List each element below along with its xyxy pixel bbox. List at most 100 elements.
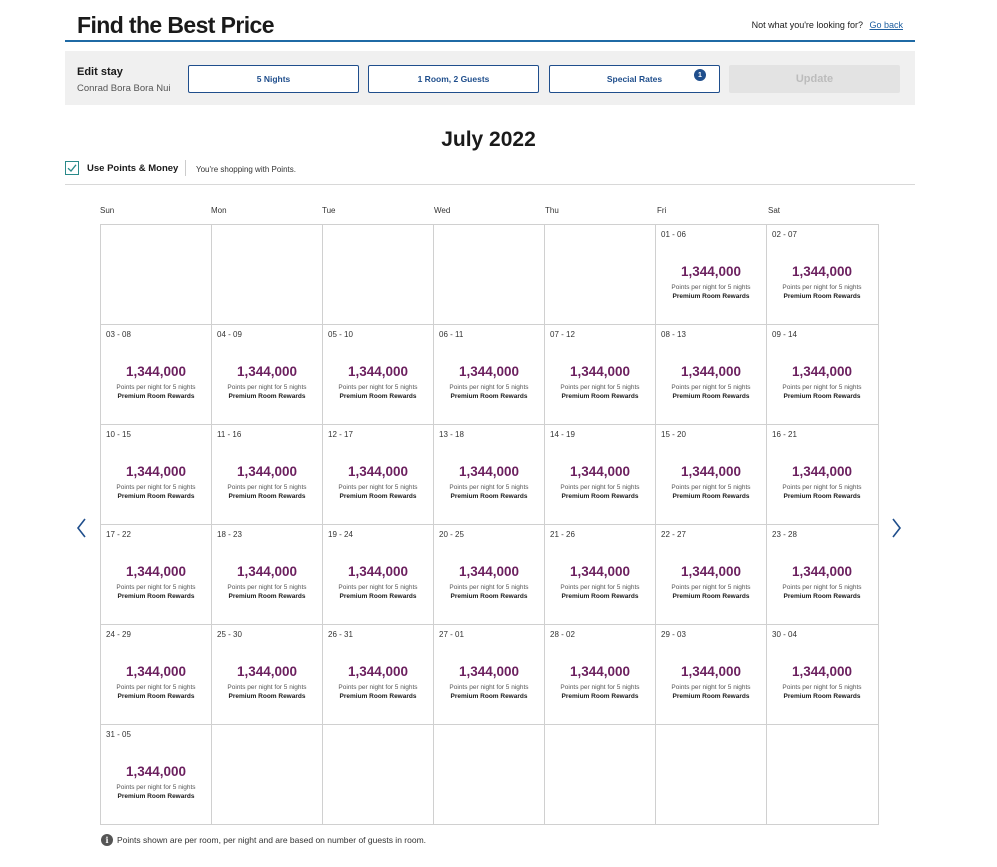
calendar-day-cell[interactable]: 01 - 06 1,344,000 Points per night for 5 n…	[656, 225, 767, 325]
calendar-day-cell[interactable]: 13 - 18 1,344,000 Points per night for 5 n…	[434, 425, 545, 525]
cell-date-range: 11 - 16	[217, 430, 242, 439]
calendar-day-cell[interactable]: 07 - 12 1,344,000 Points per night for 5 n…	[545, 325, 656, 425]
next-month-button[interactable]	[888, 517, 904, 539]
use-points-checkbox[interactable]	[65, 161, 79, 175]
nights-button[interactable]: 5 Nights	[188, 65, 359, 93]
cell-date-range: 07 - 12	[550, 330, 575, 339]
calendar-empty-cell	[101, 225, 212, 325]
cell-points-price: 1,344,000	[458, 564, 520, 579]
cell-points-price: 1,344,000	[458, 364, 520, 379]
calendar-day-cell[interactable]: 17 - 22 1,344,000 Points per night for 5 n…	[101, 525, 212, 625]
calendar-day-cell[interactable]: 29 - 03 1,344,000 Points per night for 5 n…	[656, 625, 767, 725]
cell-points-subtitle: Points per night for 5 nights	[671, 484, 751, 491]
calendar-day-cell[interactable]: 08 - 13 1,344,000 Points per night for 5 n…	[656, 325, 767, 425]
cell-date-range: 17 - 22	[106, 530, 131, 539]
cell-date-range: 22 - 27	[661, 530, 686, 539]
calendar-empty-cell	[767, 725, 879, 825]
calendar-day-cell[interactable]: 10 - 15 1,344,000 Points per night for 5 n…	[101, 425, 212, 525]
cell-date-range: 02 - 07	[772, 230, 797, 239]
cell-points-price: 1,344,000	[680, 664, 742, 679]
cell-points-subtitle: Points per night for 5 nights	[338, 384, 418, 391]
calendar-day-cell[interactable]: 25 - 30 1,344,000 Points per night for 5 n…	[212, 625, 323, 725]
cell-rate-name: Premium Room Rewards	[783, 293, 861, 300]
prev-month-button[interactable]	[74, 517, 90, 539]
calendar-day-cell[interactable]: 06 - 11 1,344,000 Points per night for 5 n…	[434, 325, 545, 425]
calendar-day-cell[interactable]: 18 - 23 1,344,000 Points per night for 5 n…	[212, 525, 323, 625]
cell-points-price: 1,344,000	[125, 664, 187, 679]
calendar-day-cell[interactable]: 23 - 28 1,344,000 Points per night for 5 n…	[767, 525, 879, 625]
weekday-thu: Thu	[545, 206, 559, 215]
calendar-day-cell[interactable]: 24 - 29 1,344,000 Points per night for 5 n…	[101, 625, 212, 725]
cell-points-subtitle: Points per night for 5 nights	[116, 384, 196, 391]
cell-points-subtitle: Points per night for 5 nights	[227, 584, 307, 591]
cell-points-subtitle: Points per night for 5 nights	[227, 484, 307, 491]
cell-points-subtitle: Points per night for 5 nights	[338, 684, 418, 691]
cell-rate-name: Premium Room Rewards	[672, 493, 750, 500]
calendar-day-cell[interactable]: 03 - 08 1,344,000 Points per night for 5 n…	[101, 325, 212, 425]
calendar-day-cell[interactable]: 09 - 14 1,344,000 Points per night for 5 n…	[767, 325, 879, 425]
cell-date-range: 10 - 15	[106, 430, 131, 439]
calendar-empty-cell	[434, 225, 545, 325]
page-header: Find the Best Price Not what you're look…	[65, 8, 915, 42]
cell-points-subtitle: Points per night for 5 nights	[449, 484, 529, 491]
calendar-day-cell[interactable]: 14 - 19 1,344,000 Points per night for 5 n…	[545, 425, 656, 525]
calendar-day-cell[interactable]: 16 - 21 1,344,000 Points per night for 5 n…	[767, 425, 879, 525]
special-rates-button[interactable]: Special Rates 1	[549, 65, 720, 93]
calendar-day-cell[interactable]: 26 - 31 1,344,000 Points per night for 5 n…	[323, 625, 434, 725]
calendar-day-cell[interactable]: 02 - 07 1,344,000 Points per night for 5 n…	[767, 225, 879, 325]
calendar-day-cell[interactable]: 22 - 27 1,344,000 Points per night for 5 n…	[656, 525, 767, 625]
calendar-day-cell[interactable]: 21 - 26 1,344,000 Points per night for 5 n…	[545, 525, 656, 625]
cell-points-price: 1,344,000	[458, 464, 520, 479]
cell-rate-name: Premium Room Rewards	[339, 393, 417, 400]
calendar-day-cell[interactable]: 05 - 10 1,344,000 Points per night for 5 n…	[323, 325, 434, 425]
cell-rate-name: Premium Room Rewards	[783, 493, 861, 500]
calendar-empty-cell	[323, 225, 434, 325]
calendar-day-cell[interactable]: 31 - 05 1,344,000 Points per night for 5 n…	[101, 725, 212, 825]
cell-points-price: 1,344,000	[791, 264, 853, 279]
not-looking-text: Not what you're looking for? Go back	[752, 20, 903, 30]
cell-points-subtitle: Points per night for 5 nights	[560, 384, 640, 391]
cell-points-price: 1,344,000	[347, 564, 409, 579]
cell-date-range: 27 - 01	[439, 630, 464, 639]
cell-points-subtitle: Points per night for 5 nights	[116, 784, 196, 791]
calendar-day-cell[interactable]: 11 - 16 1,344,000 Points per night for 5 n…	[212, 425, 323, 525]
calendar-day-cell[interactable]: 28 - 02 1,344,000 Points per night for 5 n…	[545, 625, 656, 725]
cell-rate-name: Premium Room Rewards	[450, 493, 528, 500]
cell-date-range: 31 - 05	[106, 730, 131, 739]
hotel-name: Conrad Bora Bora Nui	[77, 83, 171, 94]
month-title: July 2022	[441, 128, 536, 151]
cell-date-range: 23 - 28	[772, 530, 797, 539]
cell-rate-name: Premium Room Rewards	[117, 793, 195, 800]
cell-points-subtitle: Points per night for 5 nights	[560, 484, 640, 491]
weekday-tue: Tue	[322, 206, 336, 215]
go-back-link[interactable]: Go back	[869, 20, 903, 30]
cell-rate-name: Premium Room Rewards	[783, 393, 861, 400]
cell-points-subtitle: Points per night for 5 nights	[449, 584, 529, 591]
update-button[interactable]: Update	[729, 65, 900, 93]
calendar-empty-cell	[212, 725, 323, 825]
points-toggle-row: Use Points & Money You're shopping with …	[65, 160, 915, 185]
calendar-day-cell[interactable]: 30 - 04 1,344,000 Points per night for 5 n…	[767, 625, 879, 725]
calendar-empty-cell	[212, 225, 323, 325]
cell-points-subtitle: Points per night for 5 nights	[116, 584, 196, 591]
calendar-empty-cell	[323, 725, 434, 825]
cell-points-price: 1,344,000	[569, 564, 631, 579]
calendar-day-cell[interactable]: 15 - 20 1,344,000 Points per night for 5 n…	[656, 425, 767, 525]
calendar-day-cell[interactable]: 19 - 24 1,344,000 Points per night for 5 n…	[323, 525, 434, 625]
calendar-day-cell[interactable]: 04 - 09 1,344,000 Points per night for 5 n…	[212, 325, 323, 425]
calendar-empty-cell	[434, 725, 545, 825]
cell-date-range: 21 - 26	[550, 530, 575, 539]
cell-points-price: 1,344,000	[680, 464, 742, 479]
cell-points-subtitle: Points per night for 5 nights	[782, 384, 862, 391]
cell-rate-name: Premium Room Rewards	[228, 693, 306, 700]
cell-points-subtitle: Points per night for 5 nights	[338, 584, 418, 591]
cell-date-range: 04 - 09	[217, 330, 242, 339]
cell-date-range: 05 - 10	[328, 330, 353, 339]
calendar-day-cell[interactable]: 27 - 01 1,344,000 Points per night for 5 n…	[434, 625, 545, 725]
calendar-day-cell[interactable]: 20 - 25 1,344,000 Points per night for 5 n…	[434, 525, 545, 625]
cell-date-range: 12 - 17	[328, 430, 353, 439]
cell-points-subtitle: Points per night for 5 nights	[227, 684, 307, 691]
calendar-day-cell[interactable]: 12 - 17 1,344,000 Points per night for 5 n…	[323, 425, 434, 525]
rooms-guests-button[interactable]: 1 Room, 2 Guests	[368, 65, 539, 93]
check-icon	[67, 164, 77, 172]
